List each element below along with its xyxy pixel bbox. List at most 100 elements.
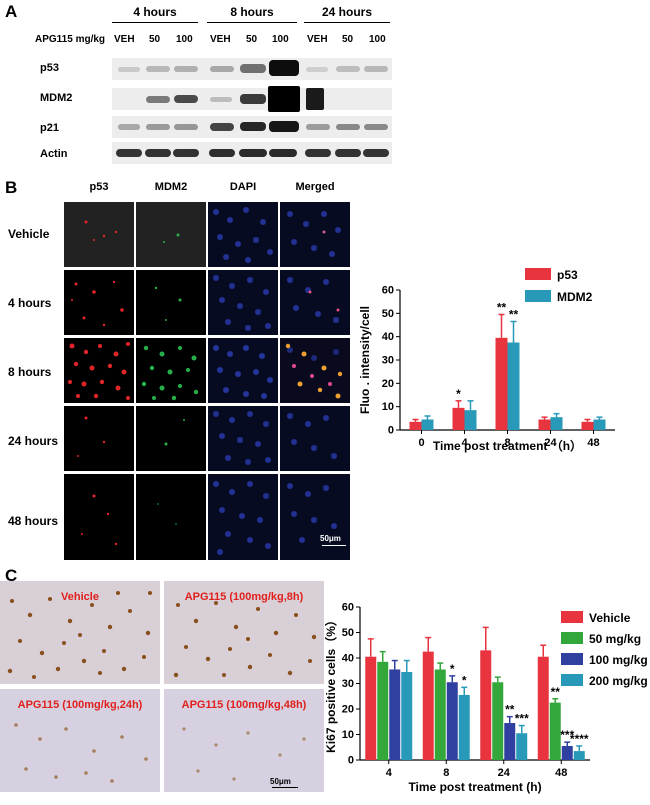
y-tick-label: 0 [348,755,354,767]
y-tick-label: 10 [382,401,394,413]
significance-marker: *** [515,712,529,726]
legend-label: 50 mg/kg [589,632,641,646]
fluorescence-dots [154,286,182,321]
bar [504,723,516,760]
x-tick-label: 24 [544,437,557,449]
bar [446,682,458,760]
x-tick-label: 0 [418,437,424,449]
bar [365,656,377,760]
y-tick-label: 10 [342,729,354,741]
micro-image [136,474,206,560]
ihc-image-label: APG115 (100mg/kg,48h) [181,699,307,711]
ihc-image-label: APG115 (100mg/kg,8h) [184,591,304,603]
timepoint-label: 24 hours [321,5,372,19]
bar [492,682,504,760]
blot-band [210,123,234,131]
micro-image [136,406,206,471]
y-tick-label: 40 [382,331,394,343]
legend-label: p53 [557,268,578,282]
scale-bar [322,545,346,546]
blot-band [305,149,331,157]
y-tick-label: 50 [382,308,394,320]
blot-band [269,60,299,76]
micro-image [64,270,134,335]
blot-band [174,95,198,103]
micro-image [136,202,206,267]
scale-bar-label: 50μm [320,534,341,543]
fluorescence-dots [213,275,271,331]
ki67-positive-cells-chart: 0 10 20 30 40 50 60 Ki67 positive cells（%） Time … [325,602,647,795]
dose-label: VEH [114,34,135,45]
bar [550,417,563,430]
micro-row-label-24h: 24 hours [8,434,59,448]
y-tick-label: 50 [342,627,354,639]
blot-band [146,96,170,103]
bar [434,669,446,760]
timepoint-header-1: 4 hours [112,3,198,21]
blot-strip-actin [112,142,392,164]
legend-swatch [561,653,583,665]
significance-marker: ** [509,308,519,322]
scale-bar-label: 50μm [270,777,291,786]
dose-label: 100 [176,34,193,45]
blot-band [336,66,360,72]
bar [549,702,561,760]
x-tick-label: 48 [587,437,599,449]
y-tick-label: 30 [342,678,354,690]
legend-label: Vehicle [589,611,631,625]
y-tick-label: 60 [382,285,394,297]
x-axis-title: Time post treatment (h) [408,780,541,794]
bar [561,745,573,760]
scale-bar [272,787,298,788]
bar [421,419,434,430]
micro-image [208,270,278,335]
dose-label: 50 [149,34,161,45]
ihc-image: APG115 (100mg/kg,8h) [164,581,324,684]
fluorescence-dots [68,342,130,400]
blot-band [146,66,170,72]
bar [507,342,520,430]
blot-label-mdm2: MDM2 [40,92,73,104]
fluorescence-dots [213,481,271,555]
timepoint-header-3: 24 hours [304,3,390,21]
blot-band [174,66,198,72]
blot-band [209,149,235,157]
micro-row-label-4h: 4 hours [8,296,52,310]
blot-strip-mdm2 [112,86,392,112]
blot-band [240,122,266,131]
fluorescence-dots [84,220,118,241]
fluorescence-dots [71,280,124,327]
bar [458,694,470,760]
y-tick-label: 20 [342,704,354,716]
fluorescence-dots [77,416,106,457]
bar [377,661,389,760]
blot-band [268,86,300,112]
panel-c-letter: C [5,566,18,585]
legend-swatch [561,611,583,623]
dose-label: 50 [246,34,258,45]
blot-band [116,149,142,157]
fluorescence-dots [285,343,343,399]
dose-labels: VEH 50 100 VEH 50 100 VEH 50 100 [112,34,392,46]
ihc-grid: Vehicle APG115 (100mg/kg,8h) APG115 (100… [0,581,325,797]
legend-label: 100 mg/kg [589,653,647,667]
bar [495,337,508,430]
blot-band [269,149,297,157]
panel-b-letter: B [5,178,18,197]
timepoint-header-2: 8 hours [207,3,297,21]
dose-label: 50 [342,34,354,45]
blot-band [174,124,198,130]
bar [401,672,413,760]
ihc-texture [0,581,160,684]
ihc-image: APG115 (100mg/kg,24h) [0,689,160,792]
blot-band [364,66,388,72]
micro-col-label-p53: p53 [89,181,109,193]
fluorescence-dots [141,345,199,401]
micro-row-label-vehicle: Vehicle [8,227,50,241]
blot-band [145,149,171,157]
bar [538,419,551,430]
significance-marker: * [456,387,461,401]
bar [464,410,477,430]
x-tick-label: 4 [461,437,468,449]
